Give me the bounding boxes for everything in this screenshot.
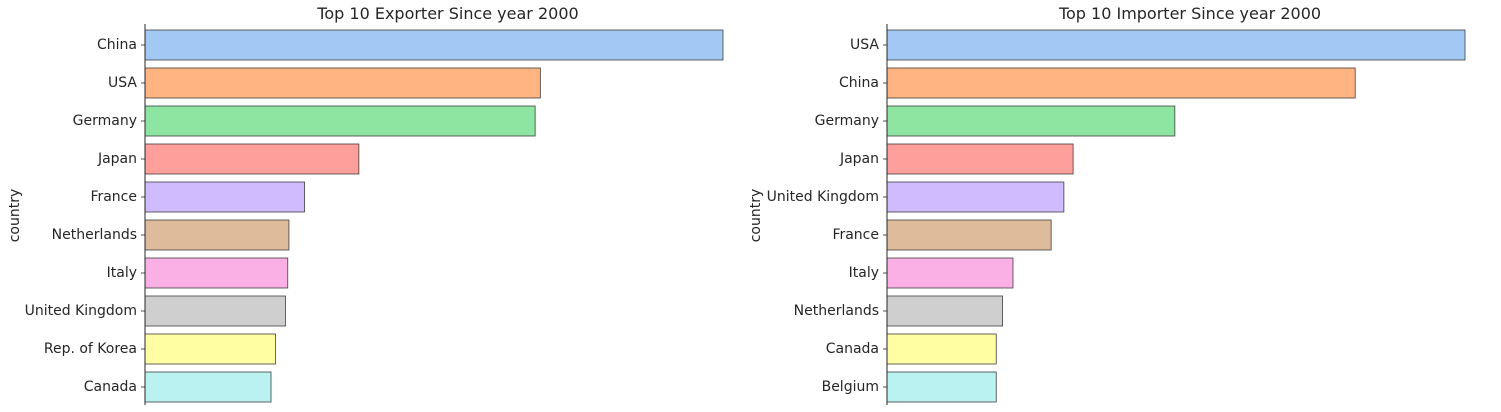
importer-y-axis-label: country [748, 189, 764, 243]
importer-bar-china [886, 67, 1356, 99]
importer-bar-united-kingdom [886, 181, 1065, 213]
importer-bar-belgium [886, 371, 997, 403]
importer-bar-france [886, 219, 1052, 251]
exporter-tick-label: France [90, 189, 137, 205]
importer-tick-labels: USA China Germany Japan United Kingdom France… [767, 37, 887, 395]
importer-tick-label: Netherlands [794, 303, 879, 319]
exporter-bar-germany [144, 105, 536, 137]
importer-chart-title: Top 10 Importer Since year 2000 [1058, 4, 1321, 23]
importer-tick-label: United Kingdom [767, 189, 879, 205]
exporter-bar-japan [144, 143, 360, 175]
exporter-tick-label: China [97, 37, 137, 53]
importer-tick-label: Japan [839, 151, 879, 167]
exporter-tick-label: United Kingdom [25, 303, 137, 319]
importer-bar-usa [886, 29, 1466, 61]
importer-tick-label: USA [850, 37, 879, 53]
exporter-tick-label: Germany [73, 113, 137, 129]
importer-tick-label: France [832, 227, 879, 243]
exporter-tick-labels: China USA Germany Japan France Netherlands Ita… [25, 37, 145, 395]
importer-bars [886, 29, 1466, 403]
exporter-bar-canada [144, 371, 272, 403]
importer-tick-label: Germany [815, 113, 879, 129]
exporter-tick-label: USA [108, 75, 137, 91]
exporter-chart-title: Top 10 Exporter Since year 2000 [316, 4, 578, 23]
exporter-tick-label: Netherlands [52, 227, 137, 243]
importer-tick-label: Belgium [822, 379, 879, 395]
exporter-y-axis-label: country [7, 189, 23, 243]
importer-tick-label: Canada [826, 341, 879, 357]
exporter-bar-netherlands [144, 219, 290, 251]
importer-bar-italy [886, 257, 1014, 289]
exporter-bar-france [144, 181, 305, 213]
exporter-tick-label: Canada [84, 379, 137, 395]
importer-tick-label: China [839, 75, 879, 91]
exporter-tick-label: Italy [107, 265, 137, 281]
importer-bar-germany [886, 105, 1176, 137]
exporter-chart: Top 10 Exporter Since year 2000 country … [7, 4, 724, 405]
exporter-tick-label: Japan [97, 151, 137, 167]
exporter-bars [144, 29, 724, 403]
importer-bar-netherlands [886, 295, 1003, 327]
exporter-bar-usa [144, 67, 541, 99]
importer-bar-japan [886, 143, 1074, 175]
exporter-tick-label: Rep. of Korea [44, 341, 137, 357]
exporter-bar-china [144, 29, 724, 61]
importer-bar-canada [886, 333, 997, 365]
exporter-bar-rep-of-korea [144, 333, 277, 365]
importer-tick-label: Italy [849, 265, 879, 281]
importer-chart: Top 10 Importer Since year 2000 country … [748, 4, 1466, 405]
exporter-bar-united-kingdom [144, 295, 286, 327]
exporter-bar-italy [144, 257, 289, 289]
